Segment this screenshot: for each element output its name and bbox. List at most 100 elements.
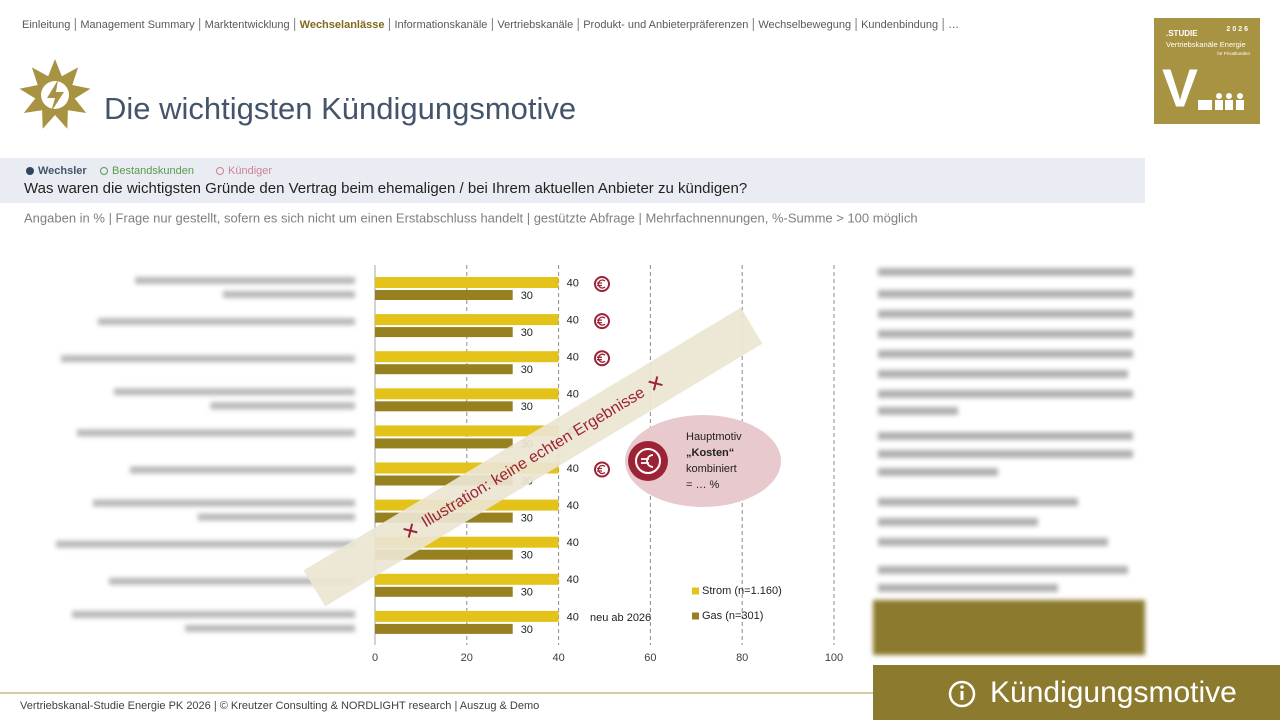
category-label	[56, 540, 355, 548]
x-tick-label: 60	[644, 652, 656, 664]
value-label: 40	[567, 537, 579, 549]
euro-icon	[594, 350, 610, 367]
logo-bolt	[47, 80, 64, 112]
value-label: 30	[521, 401, 533, 413]
value-label: 30	[521, 624, 533, 636]
section-tag-box	[873, 665, 1280, 720]
category-label	[185, 624, 355, 632]
question-band	[0, 158, 1145, 203]
callout-text: kombiniert	[686, 463, 737, 475]
info-icon	[948, 680, 976, 708]
euro-icon	[594, 461, 610, 478]
note: Angaben in % | Frage nur gestellt, sofer…	[24, 210, 918, 225]
category-label	[135, 277, 355, 284]
legend-marker	[100, 167, 108, 175]
bar	[375, 586, 513, 597]
blurred-commentary	[873, 268, 1145, 655]
legend-marker	[26, 167, 34, 175]
info-icon	[960, 685, 964, 689]
value-label: 30	[521, 290, 533, 302]
value-label: 40	[567, 277, 579, 289]
banner-band	[303, 307, 763, 607]
value-label: 40	[567, 574, 579, 586]
x-tick-label: 40	[552, 652, 564, 664]
value-label: 30	[521, 587, 533, 599]
euro-icon	[597, 279, 606, 289]
legend-marker	[216, 167, 224, 175]
category-label	[61, 355, 355, 363]
bar	[375, 364, 513, 375]
callout-text: = … %	[686, 479, 720, 491]
value-label: 40	[567, 463, 579, 475]
legend-swatch	[692, 587, 699, 595]
value-label: 30	[521, 513, 533, 525]
euro-icon	[597, 353, 606, 363]
bar	[375, 388, 559, 400]
logo	[19, 59, 91, 129]
banner-cross	[648, 376, 663, 391]
bar	[375, 327, 513, 338]
bar	[375, 290, 513, 300]
legend-label: Wechsler	[38, 165, 87, 177]
euro-icon	[597, 464, 606, 475]
nav-item: Vertriebskanäle	[497, 19, 573, 31]
legend-label: Bestandskunden	[112, 165, 194, 177]
category-label	[223, 291, 355, 298]
callout-icon	[628, 441, 668, 481]
bar	[375, 475, 513, 486]
category-label	[114, 388, 355, 396]
bar	[375, 610, 559, 622]
nav-item: Einleitung	[22, 19, 70, 31]
badge-letter: V	[1162, 58, 1198, 118]
title: Die wichtigsten Kündigungsmotive	[104, 91, 576, 126]
category-label	[130, 466, 355, 474]
badge-icon	[1198, 93, 1244, 110]
value-label: 30	[521, 364, 533, 376]
euro-icon	[597, 316, 606, 326]
value-label: 30	[521, 550, 533, 562]
category-labels-blurred	[56, 277, 355, 632]
bar	[375, 623, 513, 634]
category-label	[98, 318, 355, 326]
badge-subtitle: für Privatkunden	[1217, 51, 1250, 56]
banner-cross	[403, 523, 418, 538]
bar	[375, 438, 513, 449]
nav-item: Wechselanlässe	[300, 19, 385, 31]
annotation: neu ab 2026	[590, 612, 651, 624]
bar	[375, 462, 559, 474]
callout-text: Hauptmotiv	[686, 431, 742, 443]
nav-item: Marktentwicklung	[205, 19, 290, 31]
footer: Vertriebskanal-Studie Energie PK 2026 | …	[20, 700, 539, 712]
category-label	[93, 499, 355, 507]
euro-icon	[594, 276, 610, 292]
bar	[375, 549, 513, 560]
x-tick-label: 80	[736, 652, 748, 664]
callout-icon	[635, 448, 661, 474]
bar	[375, 277, 559, 288]
x-tick-label: 100	[825, 652, 843, 664]
x-tick-label: 20	[461, 652, 473, 664]
info-icon	[960, 691, 964, 700]
badge-year: 2026	[1226, 26, 1250, 33]
nav-item: Kundenbindung	[861, 19, 938, 31]
category-label	[109, 577, 355, 585]
bar	[375, 401, 513, 412]
callout-bubble	[625, 415, 781, 507]
bar	[375, 425, 559, 437]
value-label: 40	[567, 500, 579, 512]
bar	[375, 314, 559, 326]
section-tag: Kündigungsmotive	[990, 676, 1237, 709]
badge-title: Vertriebskanäle Energie	[1166, 40, 1246, 49]
nav-item: Wechselbewegung	[758, 19, 851, 31]
category-label	[72, 610, 355, 618]
category-label	[210, 402, 355, 410]
euro-icon	[594, 313, 610, 330]
nav-item: Informationskanäle	[394, 19, 487, 31]
callout-icon	[641, 454, 654, 468]
nav-item: …	[948, 19, 959, 31]
value-label: 30	[521, 327, 533, 339]
legend-swatch	[692, 612, 699, 620]
bar	[375, 536, 559, 548]
badge-label: .STUDIE	[1166, 29, 1198, 38]
nav-item: Produkt- und Anbieterpräferenzen	[583, 19, 748, 31]
